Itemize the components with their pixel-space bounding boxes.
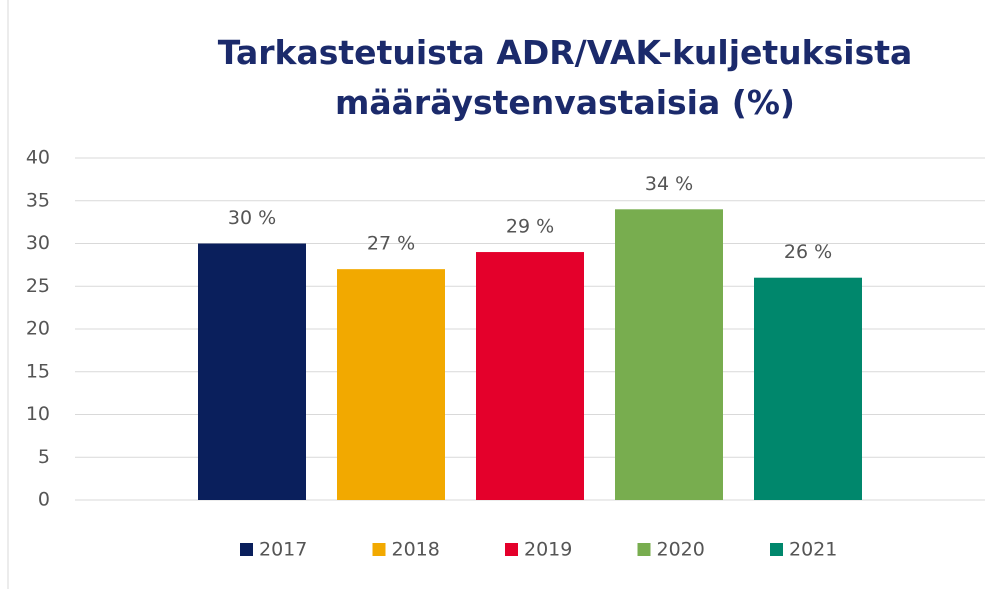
- y-tick-label: 40: [26, 147, 50, 169]
- bar: [476, 252, 584, 500]
- y-tick-label: 25: [26, 275, 50, 297]
- bar: [198, 243, 306, 500]
- value-label: 29 %: [506, 216, 554, 238]
- y-tick-label: 0: [38, 489, 50, 511]
- y-tick-label: 15: [26, 360, 50, 382]
- bar: [337, 269, 445, 500]
- value-label: 26 %: [784, 241, 832, 263]
- value-label: 34 %: [645, 173, 693, 195]
- legend-label: 2017: [259, 539, 307, 561]
- y-tick-label: 35: [26, 189, 50, 211]
- legend-swatch: [372, 543, 386, 556]
- y-tick-label: 30: [26, 232, 50, 254]
- bar: [754, 277, 862, 500]
- chart-title: Tarkastetuista ADR/VAK-kuljetuksista mää…: [217, 33, 913, 122]
- value-label: 30 %: [228, 207, 276, 229]
- legend-label: 2018: [392, 539, 440, 561]
- legend-swatch: [240, 543, 253, 556]
- y-tick-label: 20: [26, 318, 50, 340]
- legend-swatch: [770, 543, 783, 556]
- legend-swatch: [637, 543, 651, 556]
- legend-label: 2019: [524, 539, 572, 561]
- legend-label: 2020: [657, 539, 705, 561]
- legend-swatch: [505, 543, 518, 556]
- y-tick-label: 10: [26, 403, 50, 425]
- value-label: 27 %: [367, 233, 415, 255]
- y-tick-label: 5: [38, 446, 50, 468]
- legend-label: 2021: [789, 539, 837, 561]
- bar: [615, 209, 723, 501]
